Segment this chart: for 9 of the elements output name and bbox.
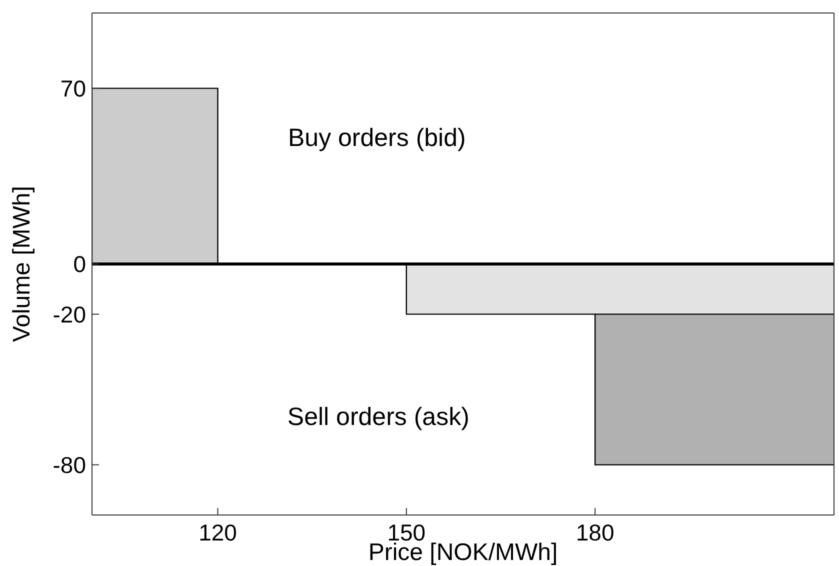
annotation: Buy orders (bid) xyxy=(288,124,466,152)
x-tick-label: 120 xyxy=(198,519,237,546)
y-tick-label: 70 xyxy=(60,75,86,102)
y-tick-label: 0 xyxy=(73,251,86,278)
annotation: Sell orders (ask) xyxy=(287,403,470,432)
y-tick-label: -20 xyxy=(52,301,86,328)
y-tick-label: -80 xyxy=(52,452,86,478)
x-tick-label: 180 xyxy=(576,519,614,546)
y-axis-title: Volume [MWh] xyxy=(8,186,36,342)
